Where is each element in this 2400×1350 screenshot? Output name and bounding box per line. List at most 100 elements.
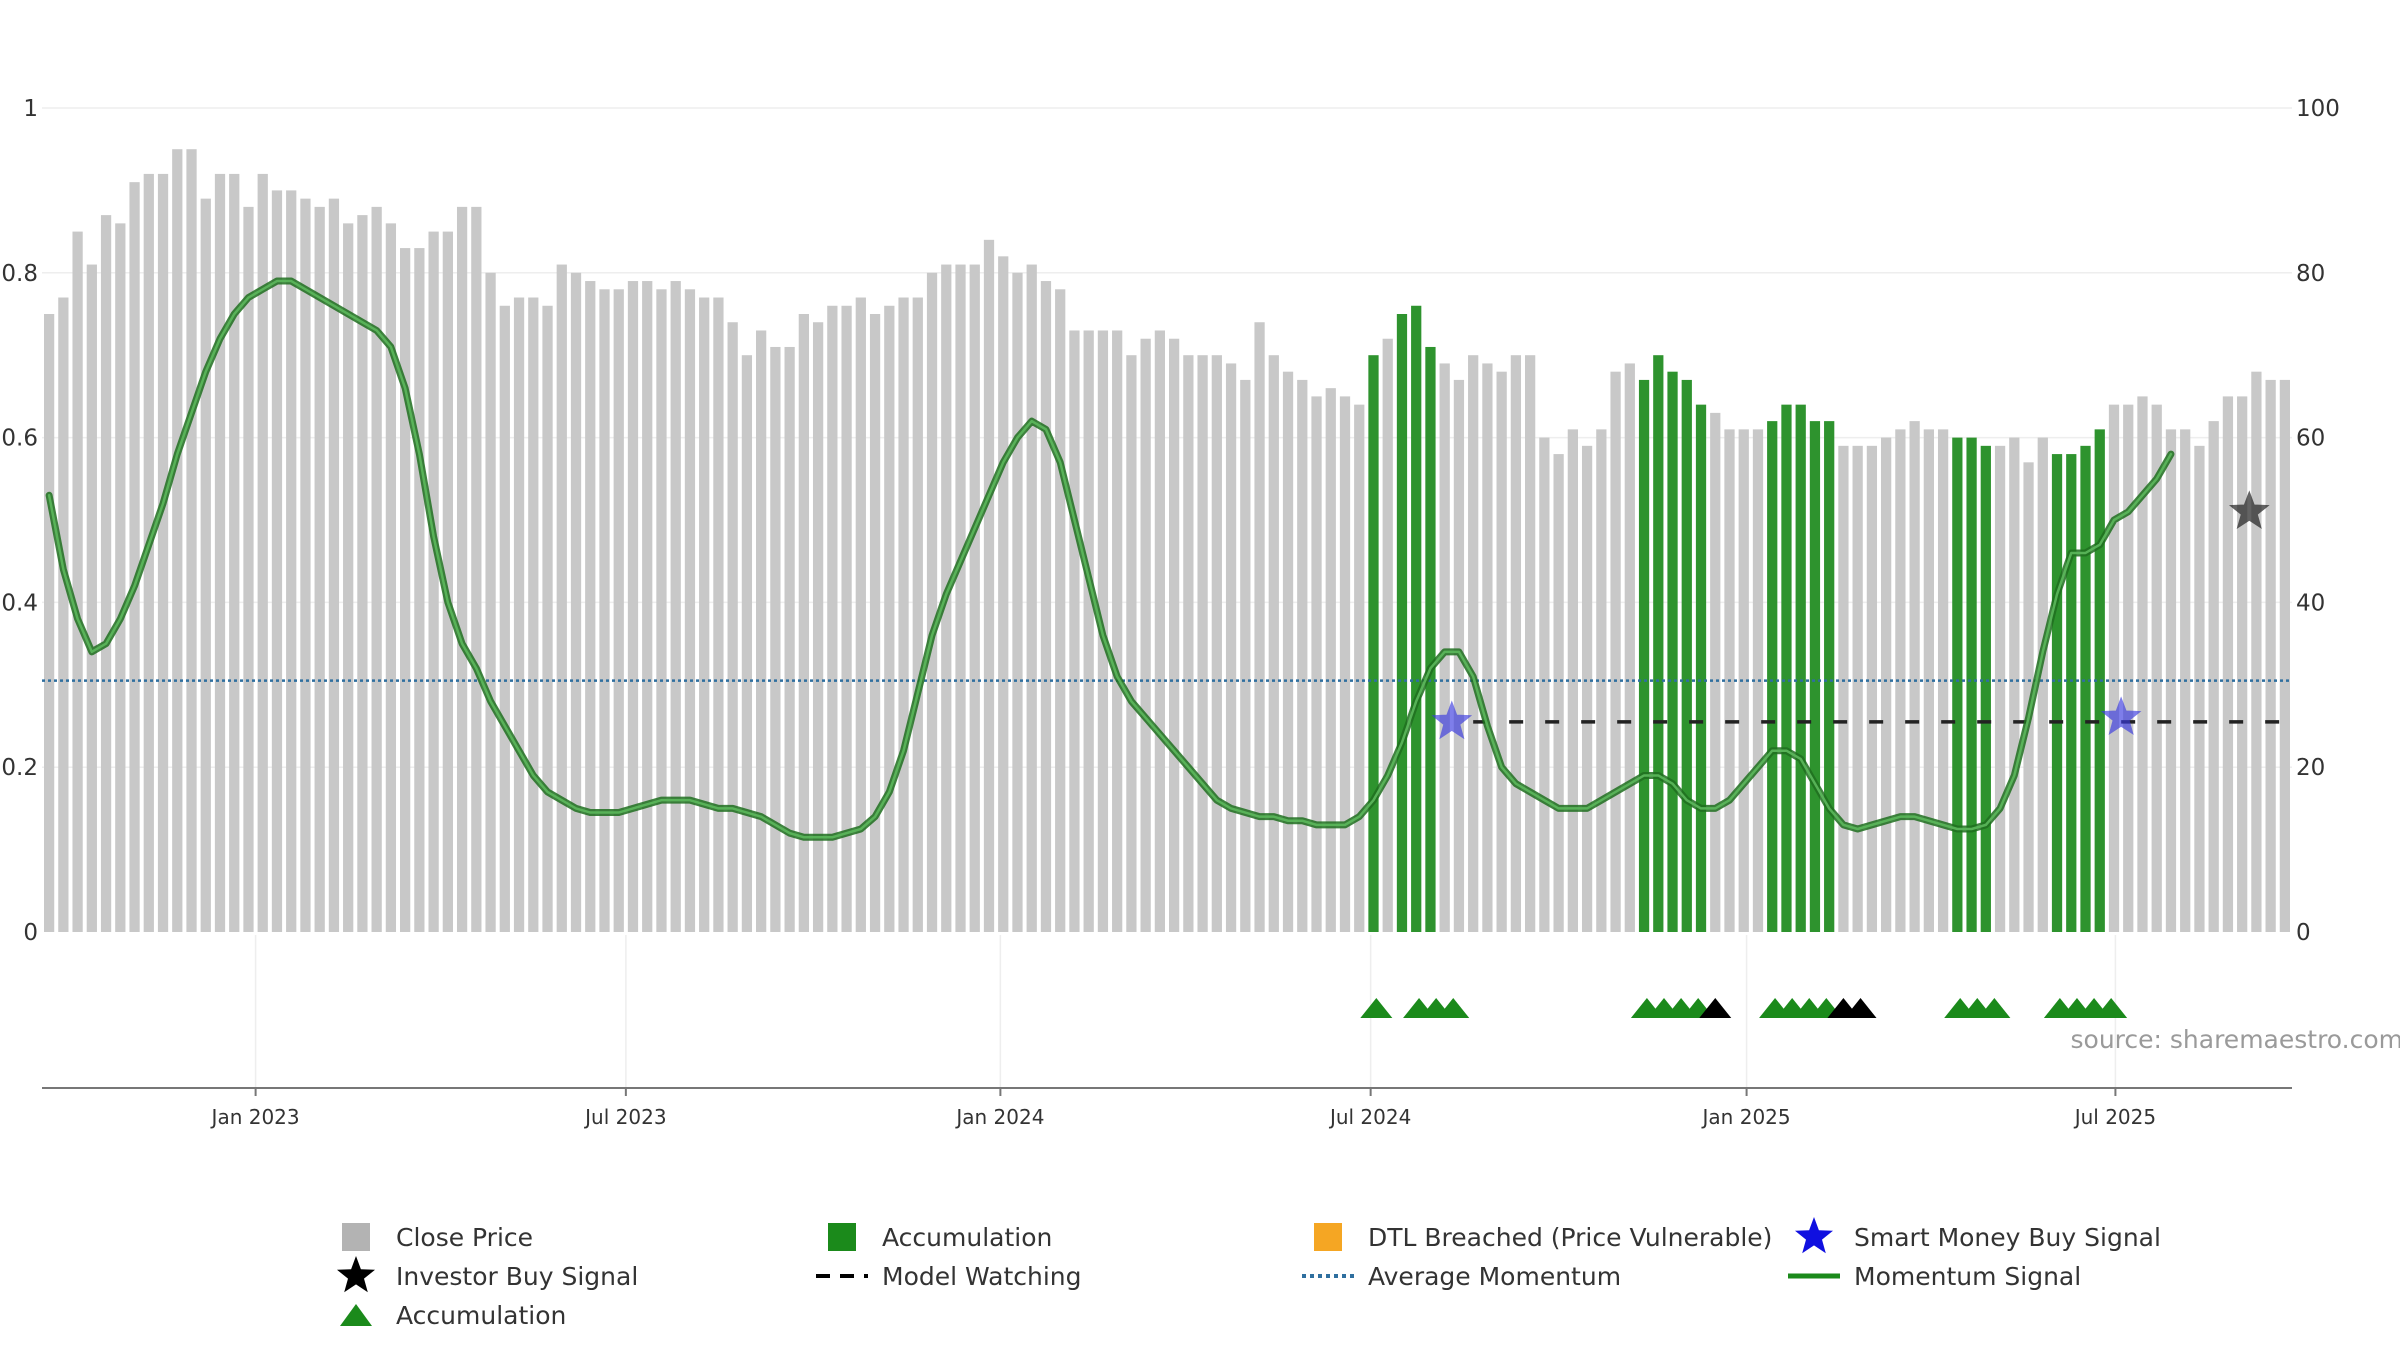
- close-price-bar: [2137, 396, 2148, 932]
- close-price-bar: [884, 305, 895, 932]
- close-price-bar: [627, 281, 639, 932]
- right-tick-label: 100: [2296, 96, 2340, 122]
- accumulation-marker: [1978, 998, 2011, 1018]
- close-price-bar: [357, 215, 368, 932]
- close-price-bar: [684, 289, 696, 932]
- close-price-bar: [784, 346, 795, 933]
- accumulation-bar: [1809, 421, 1821, 932]
- close-price-bar: [613, 289, 624, 932]
- legend-label: Momentum Signal: [1854, 1262, 2081, 1291]
- accumulation-bar: [1681, 379, 1692, 932]
- accumulation-marker: [1360, 998, 1393, 1018]
- close-price-bar: [1838, 445, 1849, 932]
- left-tick-label: 0.2: [1, 755, 38, 781]
- close-price-bar: [2208, 421, 2219, 932]
- accumulation-bar: [1952, 437, 1963, 932]
- close-price-bar: [642, 281, 653, 932]
- legend-square-icon: [1314, 1223, 1342, 1251]
- close-price-bar: [2279, 379, 2291, 932]
- close-price-bar: [1183, 355, 1194, 932]
- legend-label: Average Momentum: [1368, 1262, 1621, 1291]
- close-price-bar: [898, 297, 909, 932]
- left-tick-label: 0.6: [1, 426, 38, 452]
- legend-item: Momentum Signal: [1788, 1262, 2081, 1291]
- close-price-bar: [286, 190, 297, 932]
- momentum-signal-line: [47, 279, 2173, 839]
- close-price-bar: [1439, 363, 1450, 932]
- close-price-bar: [812, 322, 824, 932]
- close-price-bar: [1268, 355, 1279, 932]
- close-price-bar: [1624, 363, 1635, 932]
- legend-square-icon: [828, 1223, 856, 1251]
- legend-star-icon: [337, 1256, 375, 1293]
- accumulation-bar: [1368, 355, 1379, 932]
- close-price-bar: [1596, 429, 1607, 932]
- right-tick-label: 40: [2296, 590, 2325, 616]
- close-price-bar: [955, 264, 966, 932]
- close-price-bar: [1197, 355, 1208, 932]
- close-price-bar: [2037, 437, 2048, 932]
- close-price-bar: [1752, 429, 1764, 932]
- axes: Jan 2023 Jul 2023 Jan 2024 Jul 2024 Jan 2025…: [1, 96, 2339, 1129]
- close-price-bar: [756, 330, 767, 933]
- legend-item: DTL Breached (Price Vulnerable): [1314, 1223, 1772, 1252]
- close-price-bar: [2108, 404, 2120, 932]
- accumulation-bar: [1980, 445, 1991, 932]
- accumulation-markers: [1360, 998, 2128, 1018]
- right-tick-label: 80: [2296, 261, 2325, 287]
- smart-money-buy-star: [2100, 696, 2142, 736]
- close-price-bar: [343, 223, 354, 933]
- investor-buy-star: [2228, 490, 2270, 530]
- accumulation-bar: [2051, 454, 2063, 932]
- legend-label: Smart Money Buy Signal: [1854, 1223, 2161, 1252]
- close-price-bar: [599, 289, 610, 932]
- close-price-bar: [670, 281, 681, 932]
- close-price-bar: [1168, 338, 1180, 933]
- close-price-bar: [1525, 355, 1536, 932]
- legend-label: DTL Breached (Price Vulnerable): [1368, 1223, 1772, 1252]
- close-price-bar: [2165, 429, 2177, 932]
- close-price-bar: [969, 264, 980, 932]
- close-price-bar: [400, 248, 411, 932]
- legend-item: Model Watching: [816, 1262, 1082, 1291]
- close-price-bar: [542, 305, 553, 932]
- close-price-bar: [998, 256, 1009, 932]
- accumulation-bar: [1653, 355, 1664, 932]
- close-price-bar: [1354, 404, 1365, 932]
- close-price-bar: [1866, 445, 1878, 932]
- close-price-bar: [770, 346, 781, 933]
- close-price-bar: [186, 149, 197, 932]
- close-price-bar: [1126, 355, 1137, 932]
- accumulation-bar: [1695, 404, 1707, 932]
- legend-item: Accumulation: [340, 1301, 566, 1330]
- close-price-bar: [385, 223, 397, 933]
- close-price-bar: [1468, 355, 1479, 932]
- legend-label: Investor Buy Signal: [396, 1262, 638, 1291]
- accumulation-bar: [1767, 421, 1778, 932]
- x-tick-label: Jul 2025: [2073, 1105, 2156, 1129]
- close-price-bar: [1510, 355, 1522, 932]
- close-price-bar: [912, 297, 923, 932]
- close-price-bar: [741, 355, 753, 932]
- close-price-bar: [86, 264, 97, 932]
- close-price-bar: [1738, 429, 1749, 932]
- accumulation-bar: [1396, 314, 1408, 932]
- close-price-bar: [2151, 404, 2162, 932]
- smart-money-buy-star: [1431, 700, 1473, 740]
- close-price-bar: [869, 314, 881, 932]
- close-price-bar: [1225, 363, 1237, 932]
- right-tick-label: 0: [2296, 920, 2311, 946]
- close-price-bar: [471, 206, 482, 932]
- close-price-bar: [570, 272, 582, 932]
- close-price-bar: [855, 297, 866, 932]
- close-price-bar: [713, 297, 724, 932]
- close-price-bar: [1112, 330, 1123, 933]
- close-price-bar: [2265, 379, 2276, 932]
- close-price-bar: [1211, 355, 1222, 932]
- close-price-bar: [1325, 388, 1336, 932]
- close-price-bar: [257, 173, 268, 933]
- accumulation-bar: [1824, 421, 1835, 932]
- close-price-bar: [43, 314, 55, 932]
- left-tick-label: 1: [23, 96, 38, 122]
